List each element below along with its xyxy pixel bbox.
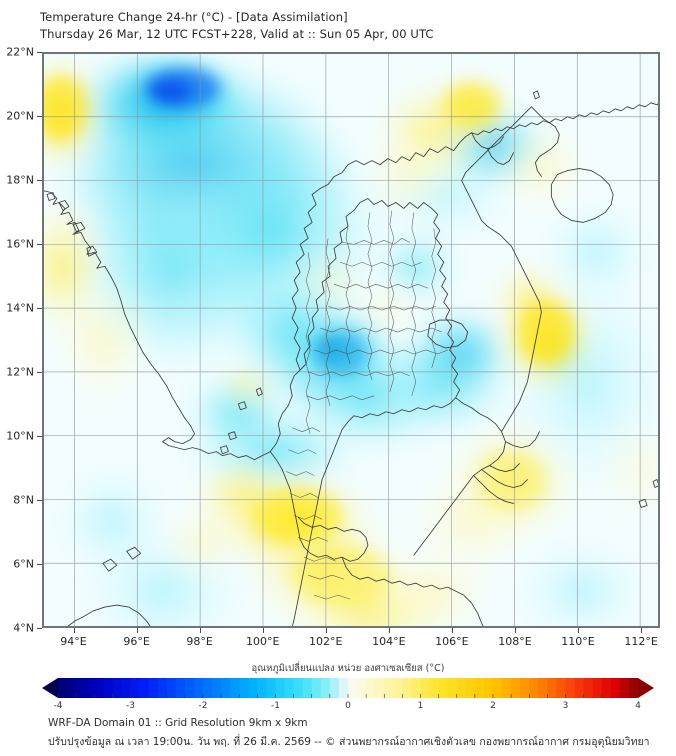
lon-tick-mark [578, 628, 580, 633]
colorbar-tick-label: 4 [635, 701, 641, 711]
lon-tick-mark [136, 628, 138, 633]
colorbar-gradient [42, 678, 654, 698]
colorbar-tick-label: -4 [53, 701, 63, 711]
lat-tick-mark [37, 180, 42, 181]
lat-tick-label: 18°N [6, 173, 34, 187]
lon-tick-mark [514, 628, 516, 633]
colorbar-strip[interactable] [42, 678, 654, 698]
colorbar-title: อุณหภูมิเปลี่ยนแปลง หน่วย องศาเซลเซียส (… [251, 663, 445, 674]
colorbar-tick-label: 1 [417, 701, 424, 711]
lat-tick-label: 12°N [6, 365, 34, 379]
lon-tick-mark [325, 628, 327, 633]
colorbar-tick-label: 0 [345, 701, 351, 711]
lon-tick-label: 108°E [498, 635, 532, 648]
footer-model-info: WRF-DA Domain 01 :: Grid Resolution 9km … [48, 717, 308, 729]
lat-tick-label: 6°N [13, 557, 34, 571]
lon-tick-label: 96°E [123, 635, 150, 648]
lon-tick-label: 110°E [561, 635, 595, 648]
colorbar-tick-label: -3 [126, 701, 135, 711]
lon-tick-mark [451, 628, 453, 633]
lon-tick-label: 104°E [372, 635, 406, 648]
lat-tick-label: 4°N [13, 621, 34, 635]
colorbar-tick-label: -2 [198, 701, 208, 711]
lon-tick-mark [199, 628, 201, 633]
lat-tick-mark [37, 436, 42, 437]
colorbar-ticks: -4 -3 -2 -1 0 1 2 3 4 [42, 698, 654, 714]
thailand-province-boundaries [286, 210, 448, 600]
chart-subtitle: Thursday 26 Mar, 12 UTC FCST+228, Valid … [40, 27, 434, 41]
lat-tick-mark [37, 500, 42, 501]
lon-tick-mark [262, 628, 264, 633]
lon-tick-label: 112°E [624, 635, 658, 648]
lon-tick-label: 100°E [245, 635, 280, 648]
lat-tick-label: 22°N [6, 45, 34, 59]
map-gridlines [43, 53, 659, 627]
lat-tick-label: 8°N [13, 493, 34, 507]
lon-tick-mark [641, 628, 643, 633]
lon-tick-label: 102°E [309, 635, 343, 648]
lon-tick-mark [73, 628, 75, 633]
lat-tick-label: 14°N [6, 301, 34, 315]
lat-tick-mark [37, 116, 42, 117]
lat-tick-mark [37, 628, 42, 629]
map-frame [42, 52, 660, 628]
map-plot-area[interactable]: 4°N 6°N 8°N 10°N 12°N 14°N 16°N 18°N 20°N 22°N 94… [6, 46, 660, 648]
lat-tick-mark [37, 52, 42, 53]
colorbar-tick-label: 2 [490, 701, 496, 711]
lon-tick-label: 94°E [60, 635, 87, 648]
map-coastlines-borders [43, 90, 659, 627]
lat-tick-label: 16°N [6, 237, 34, 251]
colorbar-tick-label: 3 [562, 701, 569, 711]
colorbar-tick-label: -1 [271, 701, 280, 711]
lon-tick-label: 106°E [435, 635, 469, 648]
lat-tick-mark [37, 308, 42, 309]
chart-title-block: Temperature Change 24-hr (°C) - [Data As… [40, 9, 660, 43]
temperature-anomaly-map [43, 53, 659, 627]
lon-tick-label: 98°E [186, 635, 213, 648]
footer-block: WRF-DA Domain 01 :: Grid Resolution 9km … [48, 714, 658, 752]
lat-tick-mark [37, 372, 42, 373]
lon-tick-mark [388, 628, 390, 633]
colorbar[interactable]: อุณหภูมิเปลี่ยนแปลง หน่วย องศาเซลเซียส (… [42, 662, 654, 714]
footer-credit: ปรับปรุงข้อมูล ณ เวลา 19:00น. วัน พฤ. ที… [48, 736, 650, 748]
lat-tick-mark [37, 564, 42, 565]
page-title: Temperature Change 24-hr (°C) - [Data As… [40, 10, 348, 24]
anomaly-field-detail [43, 67, 575, 607]
lat-tick-label: 20°N [6, 109, 34, 123]
lat-tick-mark [37, 244, 42, 245]
lat-tick-label: 10°N [6, 429, 34, 443]
